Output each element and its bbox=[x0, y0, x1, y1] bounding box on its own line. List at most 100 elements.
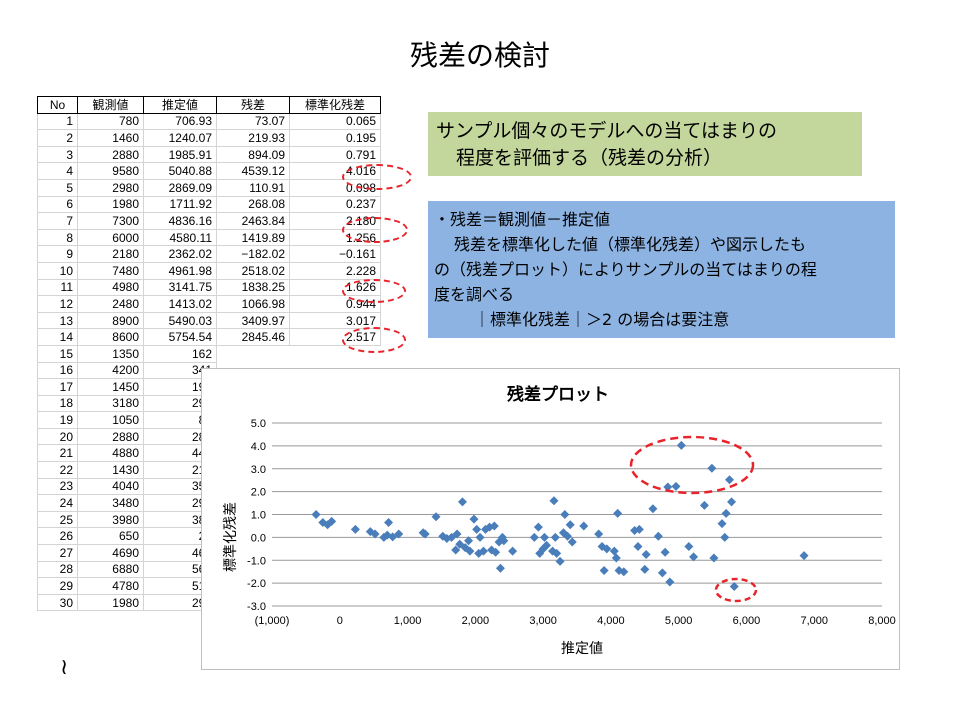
table-cell: 6 bbox=[37, 195, 78, 214]
purpose-text-box: サンプル個々のモデルへの当てはまりの 程度を評価する（残差の分析） bbox=[428, 112, 862, 176]
scatter-point bbox=[485, 522, 495, 532]
table-cell: 1980 bbox=[77, 593, 144, 612]
table-cell: 219.93 bbox=[216, 129, 290, 147]
table-cell: 3480 bbox=[77, 494, 144, 512]
scatter-point bbox=[420, 529, 430, 539]
table-cell: 2480 bbox=[77, 295, 144, 313]
table-row: 8 6000 4580.11 1419.89 1.256 bbox=[37, 228, 381, 247]
table-cell: −0.161 bbox=[289, 245, 381, 263]
table-cell: 27 bbox=[37, 544, 78, 562]
scatter-point bbox=[555, 556, 565, 566]
x-axis-label: 推定値 bbox=[561, 641, 603, 657]
scatter-point bbox=[721, 508, 731, 518]
table-cell: 2880 bbox=[77, 145, 144, 164]
scatter-point bbox=[671, 481, 681, 491]
table-row: 5 2980 2869.09 110.91 0.098 bbox=[37, 178, 381, 197]
table-row: 10 7480 4961.98 2518.02 2.228 bbox=[37, 261, 381, 280]
table-cell bbox=[217, 345, 290, 362]
table-cell: 1711.92 bbox=[143, 195, 217, 214]
table-cell: 25 bbox=[37, 510, 78, 529]
table-cell: 6880 bbox=[77, 560, 144, 579]
y-tick-label: 1.0 bbox=[251, 510, 266, 522]
table-header-cell: 標準化残差 bbox=[289, 96, 381, 114]
table-cell: 5040.88 bbox=[143, 162, 217, 180]
table-cell: 2180 bbox=[77, 245, 144, 263]
explanation-line-5: ｜標準化残差｜＞2 の場合は要注意 bbox=[474, 310, 730, 329]
table-cell: 4040 bbox=[77, 477, 144, 496]
x-tick-label: 8,000 bbox=[868, 615, 896, 627]
scatter-point bbox=[350, 524, 360, 534]
table-cell: 1460 bbox=[77, 129, 144, 147]
table-cell: 8 bbox=[37, 228, 78, 247]
table-cell: 24 bbox=[37, 494, 78, 512]
scatter-point bbox=[567, 537, 577, 547]
table-cell: 4961.98 bbox=[143, 261, 217, 280]
scatter-point bbox=[633, 542, 643, 552]
table-cell: 29 bbox=[37, 577, 78, 595]
scatter-point bbox=[539, 532, 549, 542]
scatter-point bbox=[499, 536, 509, 546]
table-row: 2665020 bbox=[37, 527, 381, 546]
scatter-point bbox=[641, 550, 651, 560]
x-tick-label: 5,000 bbox=[665, 615, 693, 627]
table-row: 12 2480 1413.02 1066.98 0.944 bbox=[37, 295, 381, 313]
table-header-row: No 観測値 推定値 残差 標準化残差 bbox=[37, 96, 381, 114]
table-cell: 1985.91 bbox=[143, 145, 217, 164]
scatter-point bbox=[613, 508, 623, 518]
scatter-point bbox=[489, 521, 499, 531]
table-cell: −182.02 bbox=[216, 245, 290, 263]
scatter-point bbox=[460, 543, 470, 553]
table-cell: 4690 bbox=[77, 544, 144, 562]
scatter-point bbox=[457, 497, 467, 507]
table-cell: 894.09 bbox=[216, 145, 290, 164]
scatter-point bbox=[727, 497, 737, 507]
table-cell: 73.07 bbox=[216, 112, 290, 131]
scatter-point bbox=[720, 532, 730, 542]
scatter-point bbox=[709, 553, 719, 563]
scatter-point bbox=[599, 566, 609, 576]
chart-title: 残差プロット bbox=[507, 384, 609, 405]
scatter-point bbox=[725, 475, 734, 485]
table-cell: 3980 bbox=[77, 510, 144, 529]
scatter-point bbox=[442, 534, 452, 544]
table-cell: 2869.09 bbox=[143, 178, 217, 197]
table-cell: 0.791 bbox=[289, 145, 381, 164]
y-axis-label: 標準化残差 bbox=[223, 502, 239, 572]
highlight-ellipse-row13 bbox=[342, 327, 406, 353]
scatter-point bbox=[676, 440, 686, 450]
y-tick-label: -1.0 bbox=[247, 555, 266, 567]
x-tick-label: 7,000 bbox=[800, 615, 828, 627]
highlight-ellipse-row4 bbox=[342, 164, 412, 190]
table-cell: 1838.25 bbox=[216, 278, 290, 297]
table-cell: 650 bbox=[77, 527, 144, 546]
table-cell: 20 bbox=[37, 427, 78, 446]
scatter-point bbox=[465, 546, 475, 556]
table-header-cell: 推定値 bbox=[143, 96, 217, 114]
table-header-cell: 観測値 bbox=[77, 96, 144, 114]
scatter-point bbox=[382, 530, 392, 540]
table-cell: 1240.07 bbox=[143, 129, 217, 147]
y-tick-label: 3.0 bbox=[251, 464, 266, 476]
table-cell: 4780 bbox=[77, 577, 144, 595]
table-cell: 1980 bbox=[77, 195, 144, 214]
scatter-point bbox=[563, 531, 573, 541]
table-row: 183180299 bbox=[37, 394, 381, 413]
y-tick-label: -3.0 bbox=[247, 601, 266, 613]
scatter-point bbox=[533, 522, 543, 532]
table-continuation-mark: ≀ bbox=[60, 655, 69, 680]
scatter-point bbox=[602, 544, 612, 554]
scatter-point bbox=[388, 532, 398, 542]
x-tick-label: 0 bbox=[337, 615, 343, 627]
scatter-point bbox=[648, 504, 658, 514]
scatter-point bbox=[699, 500, 709, 510]
table-cell: 3409.97 bbox=[216, 311, 290, 330]
scatter-point bbox=[684, 542, 694, 552]
scatter-point bbox=[529, 532, 539, 542]
scatter-point bbox=[311, 510, 321, 519]
x-tick-label: (1,000) bbox=[255, 615, 290, 627]
table-cell: 162 bbox=[143, 344, 217, 363]
scatter-point bbox=[478, 546, 488, 556]
table-row: 1 780 706.93 73.07 0.065 bbox=[37, 112, 381, 131]
residual-plot-chart: 残差プロット -3.0 -2.0 -1.0 0.0 1.0 2.0 3.0 4.0 5.0 (1,… bbox=[201, 368, 900, 670]
table-cell: 1419.89 bbox=[216, 228, 290, 247]
